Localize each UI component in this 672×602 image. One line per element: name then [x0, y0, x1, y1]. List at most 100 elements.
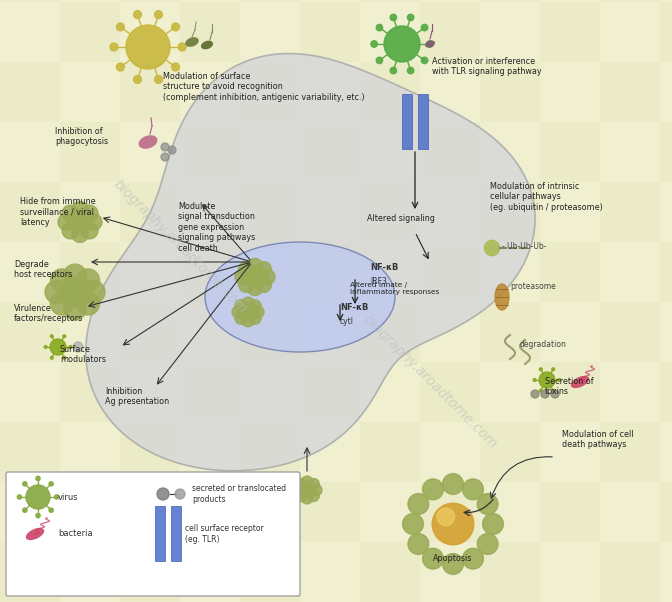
Text: Modulation of surface
structure to avoid recognition
(complement inhibition, ant: Modulation of surface structure to avoid…: [163, 72, 365, 102]
Circle shape: [245, 311, 255, 320]
Bar: [418, 94, 428, 149]
Bar: [420, 482, 480, 542]
Circle shape: [423, 548, 444, 569]
Text: Hide from immune
surveillance / viral
latency: Hide from immune surveillance / viral la…: [20, 197, 95, 227]
Text: NF-κB: NF-κB: [370, 262, 398, 272]
Text: Altered Innate /
Inflammatory responses: Altered Innate / Inflammatory responses: [350, 282, 439, 295]
Circle shape: [407, 14, 414, 20]
Text: bacteria: bacteria: [58, 530, 93, 539]
Circle shape: [390, 67, 396, 74]
Circle shape: [443, 474, 464, 494]
Bar: [360, 542, 420, 602]
Circle shape: [110, 43, 118, 51]
Circle shape: [462, 548, 483, 569]
Text: Virulence
factors/receptors: Virulence factors/receptors: [14, 304, 83, 323]
Circle shape: [73, 342, 83, 352]
Circle shape: [408, 533, 429, 554]
Circle shape: [249, 300, 261, 312]
Circle shape: [178, 43, 186, 51]
Bar: [660, 122, 672, 182]
Circle shape: [437, 508, 454, 526]
Circle shape: [443, 554, 464, 574]
Bar: [180, 122, 240, 182]
Bar: [180, 482, 240, 542]
Polygon shape: [86, 54, 535, 471]
Circle shape: [540, 389, 542, 392]
Text: secreted or translocated
products: secreted or translocated products: [192, 484, 286, 504]
Circle shape: [301, 492, 312, 504]
Circle shape: [50, 292, 73, 315]
Bar: [540, 122, 600, 182]
Bar: [240, 302, 300, 362]
Circle shape: [69, 346, 72, 349]
Circle shape: [171, 23, 179, 31]
Text: Inhibition of
phagocytosis: Inhibition of phagocytosis: [55, 127, 108, 146]
Bar: [402, 94, 412, 149]
Circle shape: [23, 482, 27, 486]
Bar: [120, 0, 180, 2]
Text: cytokine
production: cytokine production: [256, 494, 300, 514]
Bar: [360, 62, 420, 122]
Circle shape: [531, 390, 539, 398]
Circle shape: [244, 273, 256, 285]
Circle shape: [72, 202, 88, 219]
Circle shape: [50, 356, 53, 359]
Circle shape: [77, 269, 99, 292]
Circle shape: [50, 335, 53, 338]
Circle shape: [242, 315, 254, 327]
Circle shape: [175, 489, 185, 499]
Circle shape: [155, 75, 163, 84]
Bar: [360, 182, 420, 242]
Circle shape: [423, 479, 444, 500]
Circle shape: [260, 270, 275, 285]
Circle shape: [81, 205, 98, 222]
Bar: [180, 2, 240, 62]
Circle shape: [62, 335, 66, 338]
Bar: [300, 242, 360, 302]
Circle shape: [256, 262, 271, 277]
Circle shape: [235, 300, 247, 312]
Circle shape: [249, 312, 261, 324]
Circle shape: [249, 271, 261, 283]
Circle shape: [73, 216, 87, 229]
Bar: [0, 62, 60, 122]
Circle shape: [85, 214, 102, 231]
Bar: [480, 0, 540, 2]
Circle shape: [247, 281, 263, 296]
Text: Apoptosis: Apoptosis: [433, 554, 472, 563]
Circle shape: [477, 533, 498, 554]
Circle shape: [134, 75, 141, 84]
Circle shape: [116, 63, 124, 71]
Text: Modulation of cell
death pathways: Modulation of cell death pathways: [562, 430, 634, 450]
Circle shape: [407, 67, 414, 74]
Bar: [480, 542, 540, 602]
Circle shape: [251, 276, 263, 288]
Bar: [60, 242, 120, 302]
Circle shape: [58, 214, 75, 231]
Text: cytl: cytl: [340, 317, 354, 326]
Bar: [420, 242, 480, 302]
Circle shape: [247, 267, 259, 278]
Ellipse shape: [201, 40, 213, 49]
Bar: [420, 2, 480, 62]
Circle shape: [79, 213, 92, 226]
Bar: [600, 0, 660, 2]
Circle shape: [168, 146, 176, 154]
Circle shape: [558, 379, 561, 382]
Ellipse shape: [26, 528, 44, 540]
Bar: [300, 482, 360, 542]
Circle shape: [384, 26, 420, 62]
Circle shape: [256, 277, 271, 293]
Circle shape: [126, 25, 170, 69]
Circle shape: [292, 484, 303, 495]
Circle shape: [427, 41, 433, 47]
Circle shape: [71, 210, 84, 223]
Circle shape: [390, 14, 396, 20]
Bar: [120, 182, 180, 242]
Bar: [660, 242, 672, 302]
Circle shape: [157, 488, 169, 500]
Bar: [600, 422, 660, 482]
FancyBboxPatch shape: [6, 472, 300, 596]
Circle shape: [26, 485, 50, 509]
Circle shape: [540, 368, 542, 371]
